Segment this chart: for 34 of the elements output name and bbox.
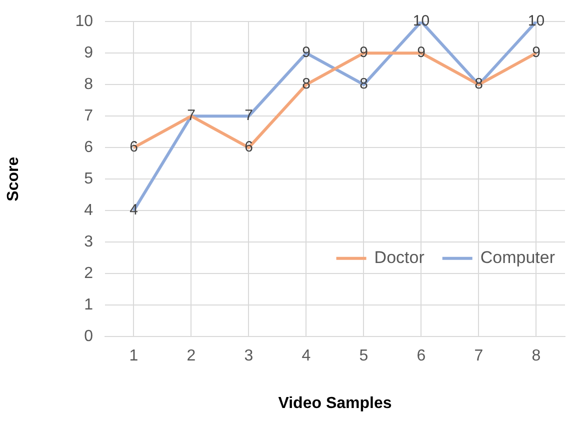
x-axis-title: Video Samples <box>278 394 392 412</box>
data-label: 10 <box>528 12 545 30</box>
x-tick-label: 8 <box>532 348 541 365</box>
y-tick-label: 8 <box>84 76 94 94</box>
data-label: 9 <box>532 44 540 62</box>
data-label: 7 <box>244 107 253 124</box>
y-axis-title: Score <box>5 156 22 202</box>
data-label: 8 <box>302 76 310 93</box>
y-tick-label: 7 <box>84 108 94 125</box>
x-tick-label: 6 <box>416 348 426 365</box>
data-label: 9 <box>360 44 368 62</box>
data-label: 8 <box>360 76 368 93</box>
y-tick-label: 1 <box>84 296 94 314</box>
legend-label: Computer <box>480 248 556 268</box>
x-tick-label: 4 <box>302 348 311 365</box>
y-tick-label: 0 <box>84 328 94 346</box>
y-tick-label: 3 <box>84 234 94 251</box>
x-tick-label: 7 <box>474 348 484 365</box>
data-label: 8 <box>474 76 483 93</box>
y-tick-label: 2 <box>84 265 94 282</box>
y-tick-label: 5 <box>84 170 94 188</box>
data-label: 9 <box>302 44 310 62</box>
x-tick-label: 2 <box>186 348 196 365</box>
data-label: 6 <box>244 138 253 156</box>
y-tick-label: 10 <box>75 13 94 30</box>
y-tick-label: 9 <box>84 44 94 62</box>
x-tick-label: 1 <box>129 348 138 365</box>
y-tick-label: 6 <box>84 139 94 156</box>
data-label: 9 <box>417 44 426 62</box>
x-tick-label: 3 <box>244 348 254 365</box>
legend-label: Doctor <box>374 248 425 268</box>
x-tick-label: 5 <box>359 348 368 365</box>
y-tick-label: 4 <box>84 202 94 220</box>
data-label: 6 <box>130 138 138 156</box>
